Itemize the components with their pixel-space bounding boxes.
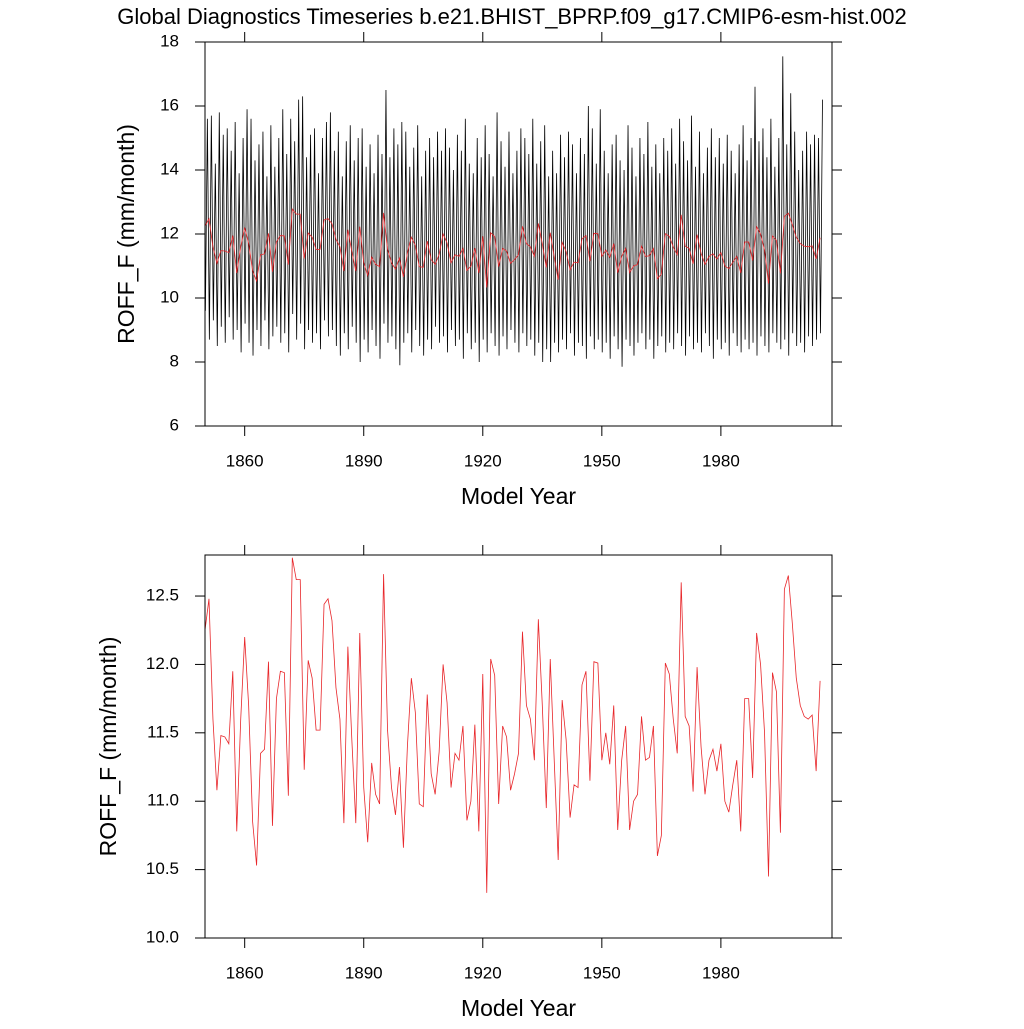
y-tick-label: 11.5	[147, 722, 179, 741]
y-tick-label: 16	[160, 95, 179, 114]
y-tick-label: 14	[160, 159, 179, 178]
x-tick-label: 1980	[702, 963, 740, 982]
y-tick-label: 18	[160, 31, 179, 50]
y-tick-label: 12	[160, 223, 179, 242]
y-axis-title: ROFF_F (mm/month)	[113, 124, 139, 344]
y-tick-label: 6	[170, 415, 179, 434]
y-tick-label: 8	[170, 351, 179, 370]
chart-title: Global Diagnostics Timeseries b.e21.BHIS…	[117, 4, 907, 29]
x-tick-label: 1860	[226, 451, 264, 470]
y-axis-title: ROFF_F (mm/month)	[95, 637, 121, 857]
x-tick-label: 1920	[464, 963, 502, 982]
y-tick-label: 12.5	[146, 586, 179, 605]
y-tick-label: 10.0	[146, 927, 179, 946]
x-tick-label: 1950	[583, 963, 621, 982]
y-tick-label: 12.0	[146, 654, 179, 673]
x-tick-label: 1950	[583, 451, 621, 470]
series-line	[204, 557, 821, 893]
series-line	[205, 56, 823, 367]
x-tick-label: 1980	[702, 451, 740, 470]
y-tick-label: 11.0	[147, 791, 179, 810]
series-line	[204, 207, 821, 288]
x-tick-label: 1860	[226, 963, 264, 982]
x-tick-label: 1890	[345, 451, 383, 470]
y-tick-label: 10	[160, 287, 179, 306]
x-axis-title: Model Year	[461, 483, 576, 509]
x-axis-title: Model Year	[461, 995, 576, 1021]
y-tick-label: 10.5	[146, 859, 179, 878]
x-tick-label: 1890	[345, 963, 383, 982]
plot-frame	[204, 554, 833, 939]
x-tick-label: 1920	[464, 451, 502, 470]
